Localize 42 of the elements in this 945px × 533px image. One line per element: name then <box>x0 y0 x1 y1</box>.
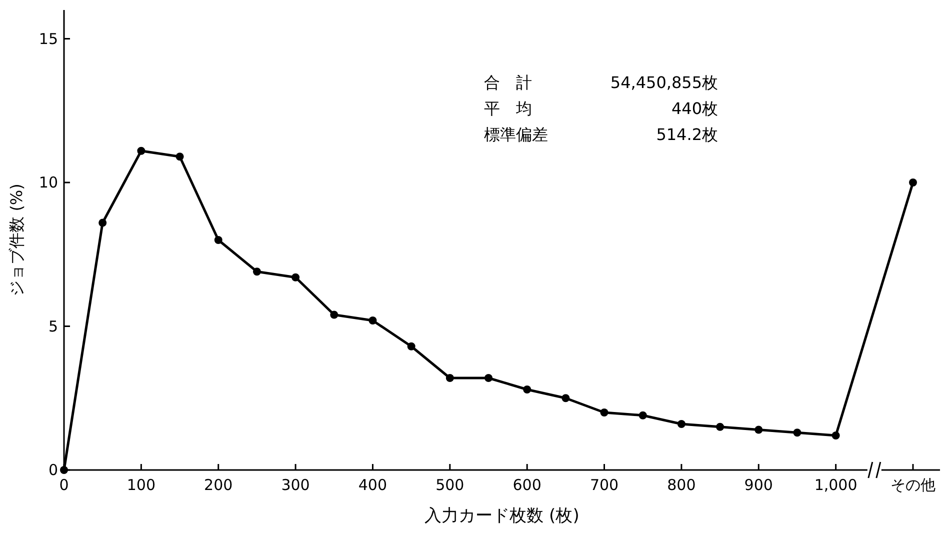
point <box>832 432 840 440</box>
point <box>908 178 917 186</box>
x-tick-label: 0 <box>59 476 69 494</box>
text: 標準偏差 514.2枚 <box>484 125 718 144</box>
y-tick-label: 5 <box>48 317 58 336</box>
point <box>793 428 802 437</box>
text: 平 均 440枚 <box>484 99 718 118</box>
point <box>716 422 724 431</box>
y-axis-title: ジョブ件数 (%) <box>7 184 26 296</box>
x-axis-title: 入力カード枚数 (枚) <box>424 506 580 526</box>
x-tick-label: 700 <box>590 476 619 494</box>
y-tick-label: 0 <box>48 461 58 479</box>
x-tick-label: 400 <box>358 476 388 494</box>
x-tick-label: 500 <box>436 476 464 494</box>
x-tick-label: 800 <box>667 476 696 494</box>
x-tick-label: 900 <box>744 476 773 494</box>
x-tick-label: 200 <box>204 476 233 494</box>
x-tick-label: 100 <box>126 476 156 494</box>
point <box>252 268 261 276</box>
point <box>484 374 492 382</box>
point <box>98 218 107 227</box>
point <box>562 394 570 402</box>
x-tick-label: 300 <box>281 476 310 494</box>
point <box>446 374 454 382</box>
point <box>368 316 377 324</box>
point <box>214 236 222 244</box>
point <box>407 342 416 350</box>
x-tick-label: その他 <box>890 476 936 494</box>
point <box>754 426 763 434</box>
point <box>523 386 532 394</box>
y-tick-label: 15 <box>38 30 58 48</box>
point <box>677 420 686 428</box>
x-tick-label: 1,000 <box>814 476 858 494</box>
x-tick-label: 600 <box>512 476 542 494</box>
point <box>600 408 608 416</box>
text: 合 計 54,450,855枚 <box>484 73 718 92</box>
point <box>137 146 146 155</box>
y-tick-label: 10 <box>38 174 58 192</box>
point <box>330 310 338 319</box>
point <box>638 411 647 420</box>
point <box>292 273 300 282</box>
point <box>176 152 184 161</box>
